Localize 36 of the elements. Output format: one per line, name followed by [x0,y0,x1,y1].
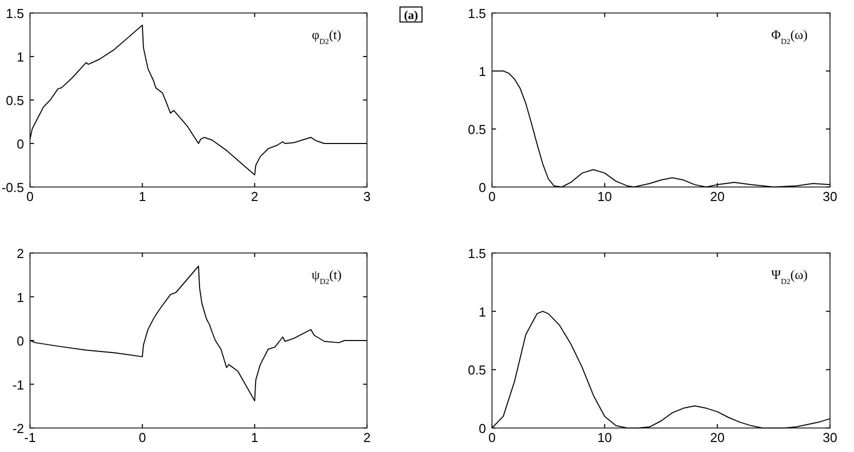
y-tick-label: 1.5 [468,246,486,261]
y-tick-label: 1 [478,64,486,79]
y-tick-label: -1 [12,377,24,392]
x-tick-label: 2 [363,430,371,445]
x-tick-label: 1 [251,430,258,445]
x-tick-label: 2 [251,189,258,204]
x-tick-label: 10 [597,189,612,204]
annotation: ψ$_{D2}$(t) [312,267,342,286]
y-tick-label: 2 [16,246,24,261]
x-tick-label: 0 [26,189,34,204]
y-tick-label: 1 [16,290,24,305]
y-tick-label: 0.5 [468,362,486,378]
x-tick-label: 1 [138,189,146,204]
y-tick-label: 1 [478,304,486,320]
x-tick-label: 20 [710,189,725,204]
x-tick-label: 3 [363,189,371,204]
y-tick-label: 1 [16,50,24,64]
x-tick-label: 30 [822,189,838,204]
y-tick-label: 0 [16,334,24,348]
annotation: Φ$_{D2}$(ω) [771,27,808,46]
y-tick-label: 0.5 [6,93,24,108]
x-tick-label: 30 [822,430,838,445]
y-tick-label: 0 [16,136,24,152]
y-tick-label: -0.5 [2,180,24,195]
x-tick-label: 0 [488,189,496,204]
x-tick-label: 0 [488,430,496,445]
y-tick-label: 1.5 [6,6,24,21]
chart-title: (a) [404,8,418,22]
y-tick-label: 0.5 [468,122,486,137]
annotation: Ψ$_{D2}$(ω) [771,267,808,286]
x-tick-label: 10 [597,430,612,445]
y-tick-label: -2 [12,421,24,436]
x-tick-label: 0 [138,430,146,445]
annotation: φ$_{D2}$(t) [312,27,342,46]
x-tick-label: 20 [710,430,725,445]
y-tick-label: 1.5 [468,6,486,21]
